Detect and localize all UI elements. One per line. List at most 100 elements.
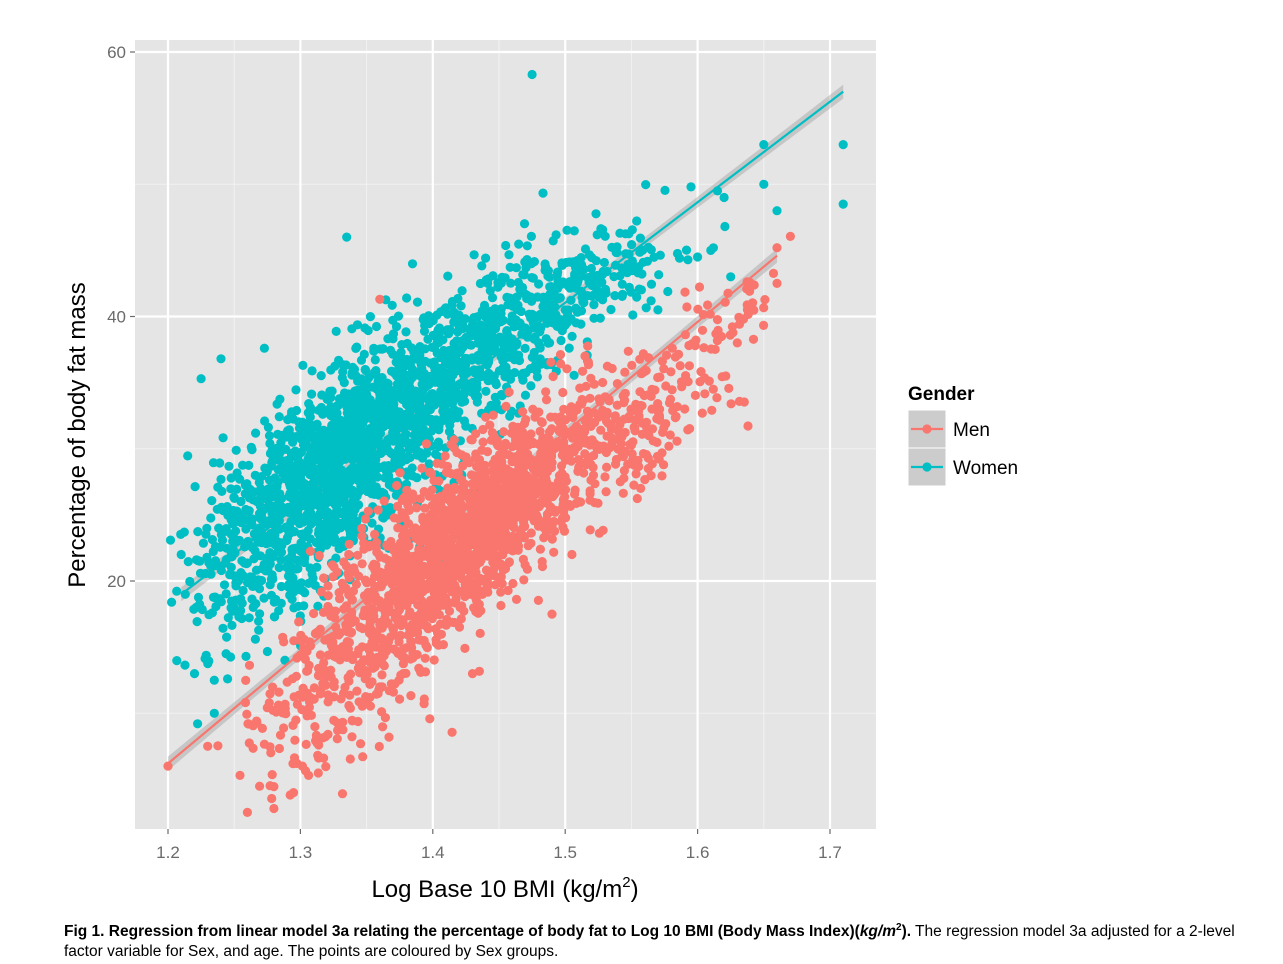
- data-point: [485, 542, 495, 552]
- data-point: [469, 365, 479, 375]
- data-point: [726, 399, 736, 409]
- data-point: [472, 379, 482, 389]
- data-point: [331, 326, 341, 336]
- data-point: [637, 269, 647, 279]
- data-point: [653, 372, 663, 383]
- data-point: [465, 488, 475, 498]
- data-point: [727, 322, 738, 332]
- data-point: [601, 487, 611, 497]
- data-point: [522, 241, 532, 251]
- data-point: [389, 513, 399, 523]
- data-point: [347, 715, 357, 726]
- data-point: [303, 487, 313, 497]
- data-point: [622, 268, 632, 278]
- data-point: [365, 619, 375, 630]
- data-point: [545, 282, 555, 292]
- data-point: [265, 557, 275, 568]
- data-point: [541, 387, 551, 397]
- data-point: [535, 327, 545, 337]
- x-tick-label: 1.2: [156, 843, 180, 862]
- data-point: [527, 352, 537, 362]
- data-point: [446, 549, 456, 559]
- data-point: [461, 421, 471, 431]
- data-point: [192, 617, 202, 627]
- data-point: [580, 351, 590, 361]
- data-point: [672, 248, 683, 259]
- data-point: [231, 512, 241, 522]
- data-point: [243, 719, 253, 729]
- data-point: [231, 445, 241, 455]
- legend-label-men: Men: [953, 420, 990, 441]
- data-point: [257, 486, 267, 496]
- data-point: [421, 439, 432, 449]
- data-point: [566, 295, 576, 305]
- data-point: [694, 282, 705, 292]
- data-point: [312, 562, 322, 572]
- data-point: [591, 209, 601, 219]
- data-point: [425, 511, 435, 521]
- data-point: [457, 475, 467, 485]
- data-point: [558, 387, 568, 398]
- data-point: [589, 379, 599, 389]
- data-point: [331, 424, 341, 434]
- data-point: [632, 493, 642, 504]
- data-point: [370, 355, 380, 365]
- data-point: [312, 469, 323, 479]
- data-point: [326, 402, 336, 412]
- data-point: [526, 381, 536, 391]
- data-point: [591, 256, 601, 266]
- data-point: [481, 386, 491, 396]
- data-point: [305, 420, 315, 430]
- data-point: [433, 589, 443, 599]
- data-point: [236, 568, 246, 578]
- data-point: [267, 770, 277, 780]
- data-point: [686, 182, 696, 192]
- data-point: [505, 466, 515, 476]
- data-point: [685, 424, 695, 434]
- data-point: [739, 397, 749, 407]
- y-tick-label: 40: [107, 308, 126, 327]
- data-point: [506, 278, 516, 288]
- data-point: [367, 677, 377, 687]
- data-point: [348, 525, 359, 535]
- data-point: [176, 549, 186, 560]
- data-point: [228, 536, 238, 547]
- data-point: [206, 513, 216, 523]
- data-point: [576, 263, 587, 273]
- data-point: [697, 408, 707, 418]
- data-point: [675, 361, 685, 371]
- data-point: [588, 462, 598, 472]
- data-point: [485, 286, 495, 296]
- data-point: [357, 531, 367, 541]
- data-point: [636, 483, 646, 493]
- data-point: [477, 261, 487, 271]
- data-point: [503, 497, 513, 507]
- data-point: [482, 314, 493, 324]
- data-point: [443, 271, 453, 281]
- data-point: [221, 649, 231, 659]
- data-point: [432, 422, 442, 432]
- data-point: [534, 279, 544, 289]
- data-point: [838, 140, 848, 150]
- data-point: [364, 397, 374, 407]
- data-point: [583, 360, 594, 370]
- data-point: [225, 569, 235, 579]
- data-point: [255, 609, 265, 619]
- data-point: [518, 407, 528, 417]
- data-point: [341, 622, 351, 632]
- data-point: [598, 405, 608, 415]
- data-point: [453, 345, 463, 355]
- data-point: [558, 277, 568, 287]
- data-point: [449, 338, 459, 349]
- data-point: [397, 457, 407, 467]
- data-point: [585, 495, 595, 505]
- data-point: [189, 669, 200, 679]
- data-point: [588, 290, 599, 300]
- data-point: [522, 564, 533, 574]
- data-point: [475, 628, 485, 639]
- data-point: [198, 538, 208, 548]
- data-point: [384, 732, 394, 742]
- data-point: [488, 410, 498, 420]
- data-point: [666, 367, 676, 377]
- data-point: [541, 480, 551, 491]
